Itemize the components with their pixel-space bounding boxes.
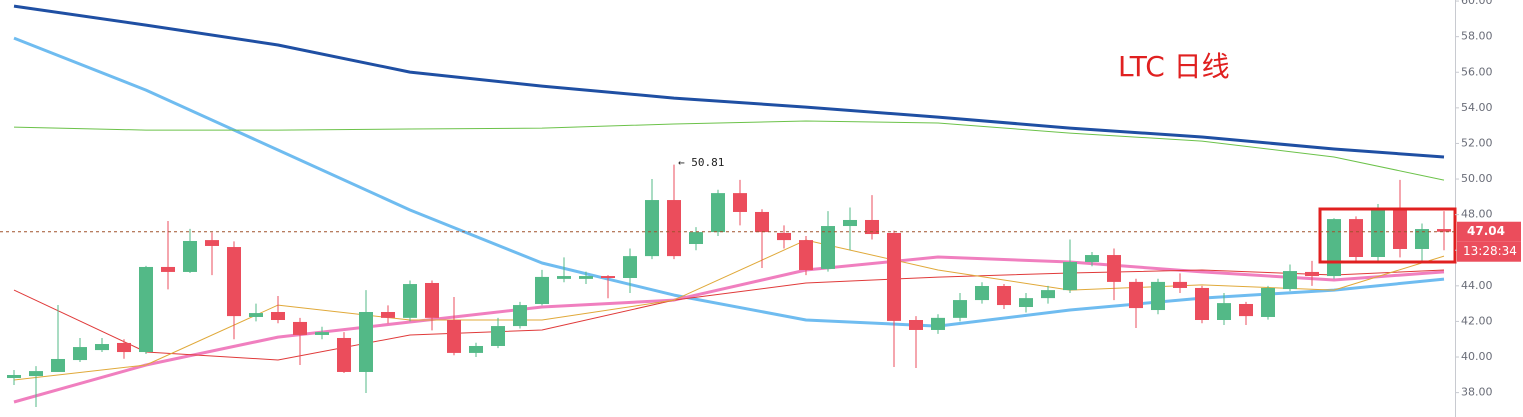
candle-body [315, 332, 329, 335]
countdown-label: 13:28:34 [1463, 244, 1517, 258]
candle-body [249, 313, 263, 317]
candle-body [887, 232, 901, 321]
candle-body [425, 282, 439, 318]
candle-body [1173, 281, 1187, 288]
candle-body [1019, 298, 1033, 308]
highlight-box [1318, 207, 1457, 264]
candle-body [29, 371, 43, 377]
candle-body [975, 286, 989, 301]
candle-body [381, 311, 395, 318]
candle-body [1349, 219, 1363, 257]
candle-body [1129, 281, 1143, 309]
candle-body [1151, 281, 1165, 311]
candle-body [271, 311, 285, 321]
last-price-label: 47.04 [1467, 224, 1505, 238]
countdown-box [1457, 241, 1521, 262]
candle-body [645, 200, 659, 257]
y-tick-label: 42.00 [1461, 314, 1493, 327]
candle-body [601, 276, 615, 278]
candle-body [1085, 255, 1099, 262]
y-tick-label: 60.00 [1461, 0, 1493, 7]
candle-body [1063, 261, 1077, 291]
candle-body [1437, 229, 1451, 232]
candle-body [205, 240, 219, 246]
high-annotation: ← 50.81 [678, 156, 724, 169]
candle-body [997, 286, 1011, 306]
candle-body [733, 193, 747, 212]
candle-body [1261, 287, 1275, 317]
y-tick-label: 56.00 [1461, 65, 1493, 78]
candle-body [579, 276, 593, 279]
candle-body [293, 321, 307, 335]
candle-body [1371, 210, 1385, 257]
candle-body [953, 300, 967, 318]
y-tick-label: 58.00 [1461, 30, 1493, 43]
candle-body [1041, 290, 1055, 299]
candle-body [711, 193, 725, 233]
candle-body [7, 374, 21, 379]
candle-body [117, 342, 131, 353]
candle-body [1107, 255, 1121, 282]
candle-body [183, 240, 197, 272]
candle-body [1195, 287, 1209, 321]
candle-body [535, 276, 549, 304]
candle-body [51, 358, 65, 372]
moving-average-line [13, 255, 1445, 404]
candles [7, 164, 1451, 408]
moving-average-line [13, 269, 1445, 361]
candle-body [909, 320, 923, 330]
candle-body [667, 200, 681, 257]
candle-body [1393, 210, 1407, 249]
y-tick-label: 48.00 [1461, 208, 1493, 221]
candle-body [1305, 271, 1319, 277]
candle-body [1217, 303, 1231, 321]
moving-average-line [13, 120, 1445, 181]
moving-average-line [13, 4, 1445, 159]
candle-body [491, 326, 505, 346]
y-tick-label: 54.00 [1461, 101, 1493, 114]
y-tick-label: 38.00 [1461, 386, 1493, 399]
candle-body [799, 240, 813, 270]
candle-body [227, 247, 241, 317]
candle-body [689, 232, 703, 245]
candle-body [821, 226, 835, 269]
candle-body [73, 347, 87, 361]
candle-body [1283, 271, 1297, 290]
candle-body [1239, 303, 1253, 317]
candle-body [557, 276, 571, 279]
y-tick-label: 50.00 [1461, 172, 1493, 185]
candle-body [1327, 219, 1341, 277]
candle-body [777, 232, 791, 241]
candle-body [931, 317, 945, 330]
candle-body [161, 266, 175, 272]
y-tick-label: 52.00 [1461, 136, 1493, 149]
candle-body [755, 211, 769, 233]
candle-body [623, 256, 637, 278]
candle-body [139, 266, 153, 353]
candle-body [865, 219, 879, 235]
y-tick-label: 40.00 [1461, 350, 1493, 363]
last-price-box [1457, 221, 1521, 242]
candle-body [359, 311, 373, 372]
candle-body [513, 305, 527, 327]
y-tick-label: 44.00 [1461, 279, 1493, 292]
candle-body [337, 337, 351, 372]
candle-body [447, 320, 461, 353]
candle-body [403, 284, 417, 318]
candle-body [843, 219, 857, 227]
candle-body [469, 345, 483, 353]
chart-title: LTC 日线 [1118, 50, 1230, 83]
candle-body [1415, 229, 1429, 249]
candle-body [95, 344, 109, 351]
